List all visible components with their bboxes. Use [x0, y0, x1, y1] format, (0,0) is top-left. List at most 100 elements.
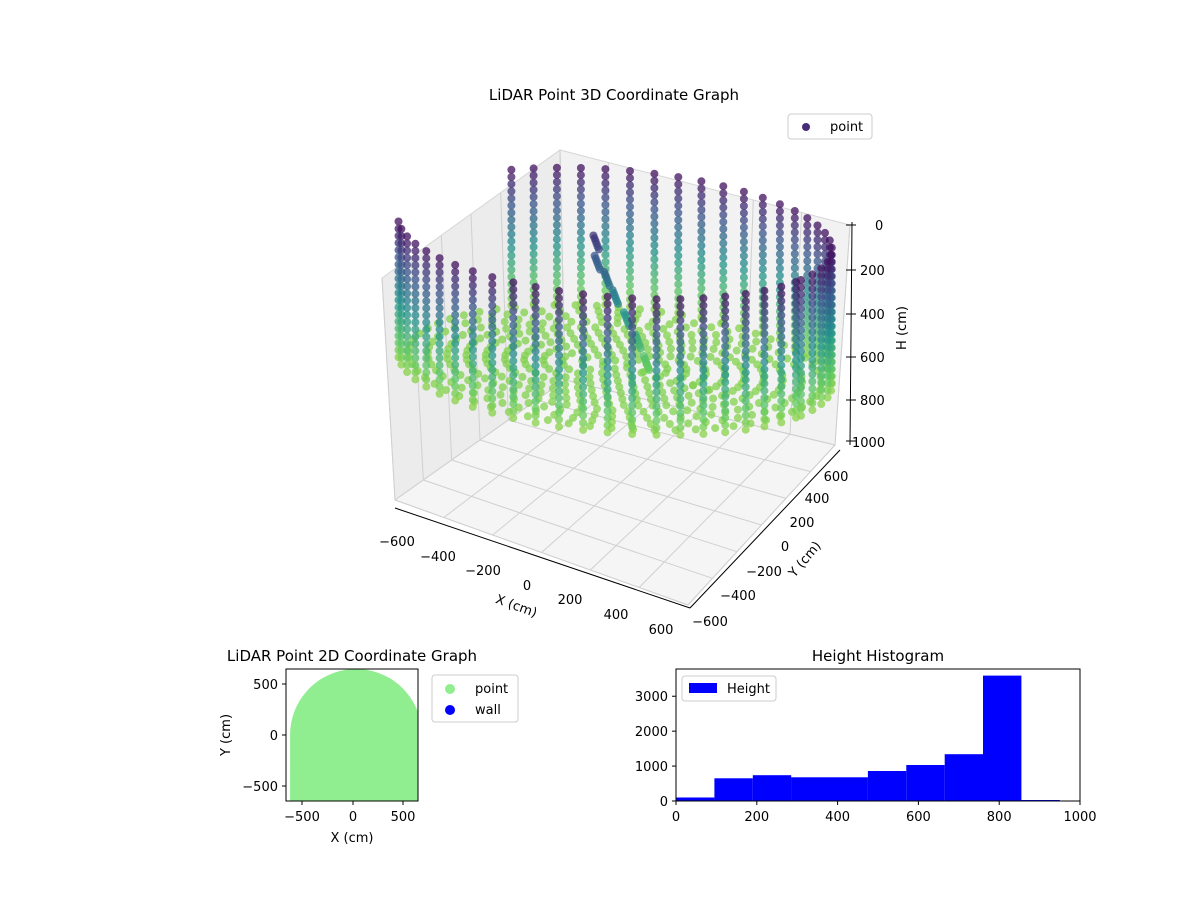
point-3d	[626, 224, 634, 233]
point-3d	[576, 235, 585, 244]
point-3d	[823, 265, 832, 273]
point-3d	[531, 318, 540, 327]
point-3d	[707, 410, 716, 419]
point-3d	[552, 278, 561, 286]
point-3d	[603, 314, 612, 323]
point-3d	[529, 164, 538, 173]
point-3d	[397, 317, 406, 326]
point-3d	[422, 347, 431, 355]
point-3d	[758, 215, 767, 224]
point-3d	[650, 198, 659, 207]
point-3d	[529, 214, 538, 223]
point-3d	[488, 358, 497, 367]
point-3d	[674, 280, 683, 289]
point-3d	[719, 232, 728, 241]
point-3d	[601, 193, 610, 202]
point-3d	[652, 395, 661, 404]
y-tick-label: −500	[242, 780, 278, 795]
point-3d	[760, 379, 769, 388]
point-3d	[741, 404, 750, 413]
point-3d	[739, 216, 748, 225]
point-3d	[403, 289, 412, 298]
point-3d	[636, 344, 645, 353]
point-3d	[411, 318, 420, 327]
point-3d	[603, 299, 612, 308]
point-3d	[760, 293, 769, 302]
point-3d	[555, 301, 563, 310]
point-3d	[817, 271, 826, 280]
point-3d	[652, 423, 661, 432]
point-3d	[775, 271, 784, 280]
point-3d	[721, 314, 730, 322]
point-3d	[751, 387, 760, 396]
x-tick-label: 0	[349, 810, 357, 825]
point-3d	[507, 265, 516, 274]
point-3d	[411, 261, 420, 270]
point-3d	[552, 242, 561, 251]
point-3d	[777, 354, 786, 363]
point-3d	[468, 352, 477, 361]
point-3d	[741, 290, 750, 298]
point-3d	[732, 346, 741, 355]
point-3d	[645, 389, 654, 398]
point-3d	[813, 235, 822, 244]
point-3d	[579, 375, 588, 384]
point-3d	[603, 328, 612, 337]
y-tick-label: −200	[746, 565, 782, 580]
point-3d	[451, 325, 460, 334]
point-3d	[507, 258, 516, 267]
point-3d	[628, 401, 637, 410]
point-3d	[803, 249, 812, 258]
x-tick-label: 400	[604, 608, 629, 623]
point-3d	[803, 214, 812, 223]
point-3d	[739, 259, 748, 268]
point-3d	[601, 215, 610, 223]
point-3d	[719, 196, 728, 205]
point-3d	[817, 342, 826, 351]
point-3d	[615, 382, 624, 391]
point-3d	[555, 294, 563, 303]
point-3d	[468, 324, 477, 333]
point-3d	[509, 306, 518, 315]
point-3d	[808, 270, 817, 279]
point-3d	[561, 373, 570, 382]
point-3d	[817, 350, 826, 358]
point-3d	[422, 311, 431, 320]
point-3d	[758, 243, 767, 252]
point-3d	[697, 270, 706, 279]
point-3d	[618, 395, 627, 403]
point-3d	[561, 312, 570, 321]
point-3d	[509, 321, 518, 330]
point-region-2d	[290, 669, 418, 801]
point-3d	[699, 315, 708, 324]
point-3d	[403, 318, 412, 326]
chart-histogram: Height Histogram 0 200 400 600 800 1000 0 1000…	[635, 647, 1097, 825]
point-3d	[813, 221, 822, 230]
point-3d	[674, 194, 683, 203]
point-3d	[697, 191, 706, 200]
point-3d	[552, 163, 561, 172]
point-3d	[775, 243, 784, 251]
point-3d	[615, 340, 624, 349]
point-3d	[576, 192, 585, 201]
point-3d	[507, 237, 516, 246]
point-3d	[590, 398, 599, 407]
point-3d	[451, 339, 460, 348]
point-3d	[603, 364, 612, 373]
point-3d	[613, 319, 622, 328]
point-3d	[531, 368, 540, 377]
point-3d	[699, 337, 708, 346]
point-3d	[823, 329, 832, 338]
point-3d	[792, 349, 800, 358]
point-3d	[674, 216, 683, 224]
point-3d	[422, 332, 431, 341]
point-3d	[719, 239, 728, 248]
point-3d	[531, 404, 540, 413]
point-3d	[468, 395, 477, 404]
point-3d	[562, 400, 571, 409]
point-3d	[458, 331, 467, 339]
point-3d	[741, 347, 750, 356]
point-3d	[529, 271, 538, 280]
point-3d	[808, 341, 817, 350]
point-3d	[721, 356, 730, 365]
